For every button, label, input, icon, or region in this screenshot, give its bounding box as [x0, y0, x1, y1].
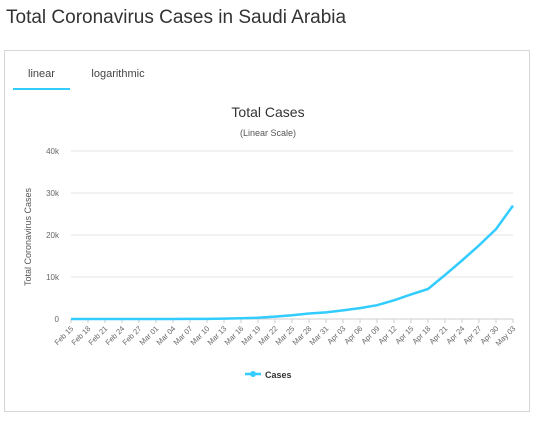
y-tick-label: 10k — [46, 273, 60, 282]
data-point[interactable] — [137, 317, 141, 321]
series-line-cases[interactable] — [71, 204, 515, 321]
y-tick-label: 40k — [46, 147, 60, 156]
data-point[interactable] — [511, 204, 515, 208]
data-point[interactable] — [460, 258, 464, 262]
page-title: Total Coronavirus Cases in Saudi Arabia — [6, 7, 347, 28]
chart-card: linear logarithmic Total Cases (Linear S… — [4, 50, 530, 412]
legend-series-marker — [250, 371, 256, 377]
chart-title: Total Cases — [231, 104, 304, 120]
data-point[interactable] — [324, 310, 328, 314]
data-point[interactable] — [375, 303, 379, 307]
legend-series-label[interactable]: Cases — [265, 370, 292, 380]
chart-legend[interactable]: Cases — [245, 370, 292, 380]
data-point[interactable] — [494, 227, 498, 231]
line-chart: Total Cases (Linear Scale) Total Coronav… — [23, 104, 517, 380]
data-point[interactable] — [103, 317, 107, 321]
data-point[interactable] — [273, 315, 277, 319]
y-tick-label: 0 — [55, 315, 60, 324]
data-point[interactable] — [392, 298, 396, 302]
tab-logarithmic[interactable]: logarithmic — [91, 68, 145, 80]
data-point[interactable] — [154, 317, 158, 321]
tab-linear[interactable]: linear — [13, 61, 70, 90]
data-point[interactable] — [426, 287, 430, 291]
data-point[interactable] — [341, 308, 345, 312]
data-point[interactable] — [86, 317, 90, 321]
data-point[interactable] — [307, 312, 311, 316]
data-point[interactable] — [409, 292, 413, 296]
y-axis-label: Total Coronavirus Cases — [23, 187, 33, 286]
x-tick-label: Mar 31 — [308, 324, 331, 347]
data-point[interactable] — [477, 243, 481, 247]
data-point[interactable] — [290, 313, 294, 317]
data-point[interactable] — [69, 317, 73, 321]
data-point[interactable] — [358, 306, 362, 310]
data-point[interactable] — [120, 317, 124, 321]
data-point[interactable] — [443, 273, 447, 277]
data-point[interactable] — [188, 317, 192, 321]
data-point[interactable] — [256, 316, 260, 320]
data-point[interactable] — [171, 317, 175, 321]
data-point[interactable] — [222, 317, 226, 321]
y-tick-label: 30k — [46, 189, 60, 198]
data-point[interactable] — [205, 317, 209, 321]
data-point[interactable] — [239, 316, 243, 320]
y-tick-label: 20k — [46, 231, 60, 240]
chart-subtitle: (Linear Scale) — [240, 128, 296, 138]
